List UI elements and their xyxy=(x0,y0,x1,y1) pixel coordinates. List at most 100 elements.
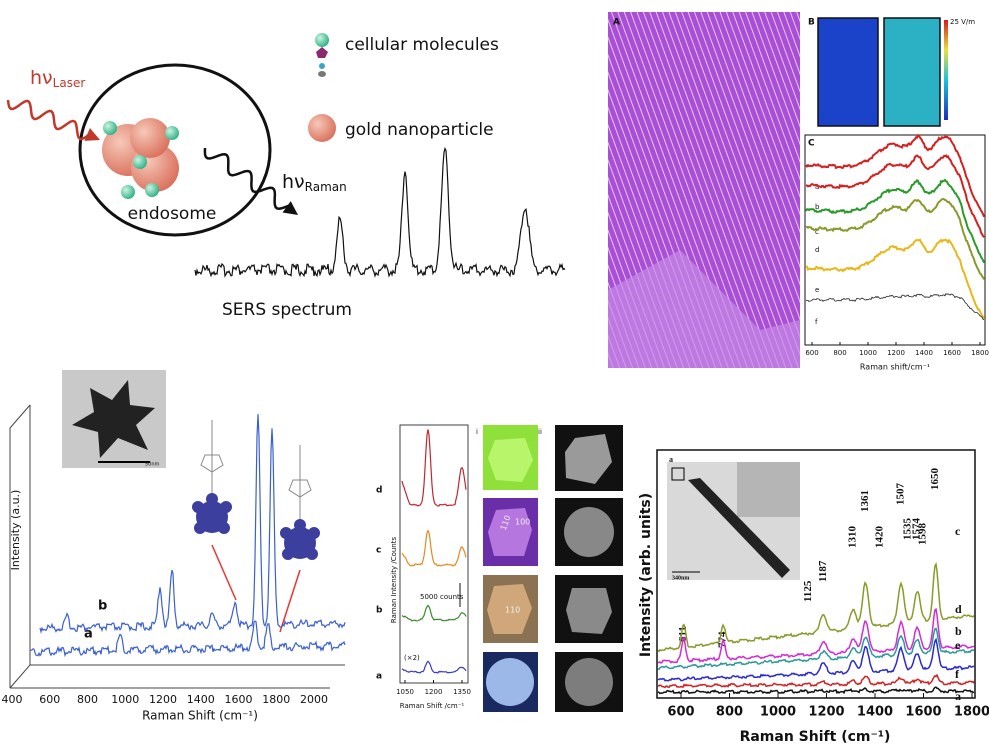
scale-label: 50nm xyxy=(145,462,160,468)
x-tick-label: 2000 xyxy=(300,693,328,706)
x-tick-label: 800 xyxy=(833,349,846,357)
spectrum xyxy=(402,606,466,622)
x-tick-label: 600 xyxy=(667,705,694,720)
peak-label: 1187 xyxy=(817,560,829,582)
peak-label: 1507 xyxy=(894,483,906,506)
x-tick-label: 1200 xyxy=(887,349,905,357)
factor-label: (×2) xyxy=(404,654,420,662)
curve-label: f xyxy=(955,667,960,681)
arrow-head xyxy=(84,128,100,141)
curve-label: a xyxy=(955,689,961,703)
y-axis-title: Raman Intensity /Counts xyxy=(390,537,398,624)
colorbar xyxy=(944,20,948,120)
wavy-arrow xyxy=(205,148,289,209)
spectrum xyxy=(402,430,466,507)
legend-text: gold nanoparticle xyxy=(345,120,494,140)
x-tick-label: 800 xyxy=(716,705,743,720)
x-tick-label: 1600 xyxy=(225,693,253,706)
axes-3d xyxy=(10,405,30,428)
curve-label: b xyxy=(98,599,107,614)
x-tick-label: 1000 xyxy=(760,705,796,720)
x-tick-label: 1400 xyxy=(187,693,215,706)
curve-label: e xyxy=(815,286,819,294)
field-map xyxy=(818,18,878,126)
y-axis-title: Intensity (a.u.) xyxy=(9,490,22,571)
curve-label: d xyxy=(815,246,819,254)
crystal xyxy=(488,508,532,556)
x-tick-label: 1200 xyxy=(149,693,177,706)
collage: hνLaser cellular molecules gold nanopart… xyxy=(0,0,989,747)
laser-label-main: hν xyxy=(30,67,53,89)
x-tick-label: 1000 xyxy=(111,693,139,706)
peak-label: 1310 xyxy=(847,526,859,549)
spectrum xyxy=(658,687,974,693)
peak-label: 1650 xyxy=(929,468,941,491)
x-tick-label: 1600 xyxy=(905,705,941,720)
laser-label-sub: Laser xyxy=(53,76,86,90)
panel-letter: A xyxy=(613,18,620,28)
y-axis-title: Intensity (arb. units) xyxy=(638,493,654,657)
crystal xyxy=(486,658,534,706)
column-label: ii xyxy=(538,428,542,436)
curve-label: c xyxy=(376,546,381,556)
x-tick-label: 600 xyxy=(805,349,818,357)
panel-letter: C xyxy=(808,139,815,149)
x-tick-label: 800 xyxy=(77,693,98,706)
peak-label: 1420 xyxy=(873,526,885,549)
spectrum-label: SERS spectrum xyxy=(222,300,352,320)
endosome-label: endosome xyxy=(128,204,217,224)
x-tick-label: 1400 xyxy=(915,349,933,357)
x-tick-label: 1400 xyxy=(857,705,893,720)
curve-label: b xyxy=(955,624,962,638)
legend-icons xyxy=(308,33,336,142)
raman-label-main: hν xyxy=(282,171,305,193)
legend-text: cellular molecules xyxy=(345,35,499,55)
wavy-arrow xyxy=(8,100,89,139)
diffraction-inset xyxy=(737,462,800,517)
x-tick-label: 1200 xyxy=(808,705,844,720)
peak-label: 1361 xyxy=(859,490,871,512)
x-tick-label: 1000 xyxy=(859,349,877,357)
peak-label: 1125 xyxy=(802,580,814,602)
panel-5: a 340nm Intensity (arb. units) Raman Shi… xyxy=(638,450,989,745)
spectrum xyxy=(402,661,466,673)
x-axis-title: Raman Shift (cm⁻¹) xyxy=(142,709,258,723)
x-axis-title: Raman Shift /cm⁻¹ xyxy=(400,702,465,710)
x-axis-title: Raman Shift (cm⁻¹) xyxy=(740,729,891,745)
curve-label: e xyxy=(955,638,961,652)
panel-1: hνLaser cellular molecules gold nanopart… xyxy=(8,33,565,320)
scale-label: 5000 counts xyxy=(420,593,464,601)
x-tick-label: 1050 xyxy=(396,688,414,696)
x-tick-label: 1600 xyxy=(943,349,961,357)
curve-label: d xyxy=(955,602,962,616)
laser-label: hνLaser xyxy=(30,67,85,90)
nanoparticle-cluster xyxy=(102,118,179,199)
x-tick-label: 1200 xyxy=(425,688,443,696)
raman-label-sub: Raman xyxy=(305,180,347,194)
curve-label: b xyxy=(815,203,820,211)
panel-3: 50nm Intensity (a.u.) Raman Shift (cm⁻¹)… xyxy=(2,370,346,723)
x-tick-label: 1800 xyxy=(971,349,989,357)
x-tick-label: 400 xyxy=(2,693,23,706)
spectrum xyxy=(195,149,565,276)
panel-letter: B xyxy=(808,18,815,28)
field-map xyxy=(884,18,940,126)
sem-images xyxy=(555,425,623,712)
scale-label: 340nm xyxy=(672,575,689,581)
inset-label: a xyxy=(669,455,673,464)
x-tick-label: 600 xyxy=(39,693,60,706)
plot-frame xyxy=(400,425,468,683)
x-tick-label: 1350 xyxy=(453,688,471,696)
spectrum xyxy=(402,531,466,566)
arrow xyxy=(212,545,236,600)
curve-label: d xyxy=(376,486,382,496)
raman-label: hνRaman xyxy=(282,171,347,194)
x-axis-title: Raman shift/cm⁻¹ xyxy=(860,363,930,372)
spectrum xyxy=(658,609,974,663)
peak-label: 1598 xyxy=(917,523,929,546)
x-tick-label: 1800 xyxy=(262,693,290,706)
facet-label: 110 xyxy=(505,606,520,615)
panel-4: Raman Intensity /Counts d c b a 5000 cou… xyxy=(376,425,623,712)
page: { "panel_1": { "laser_label": {"main": "… xyxy=(0,0,989,747)
